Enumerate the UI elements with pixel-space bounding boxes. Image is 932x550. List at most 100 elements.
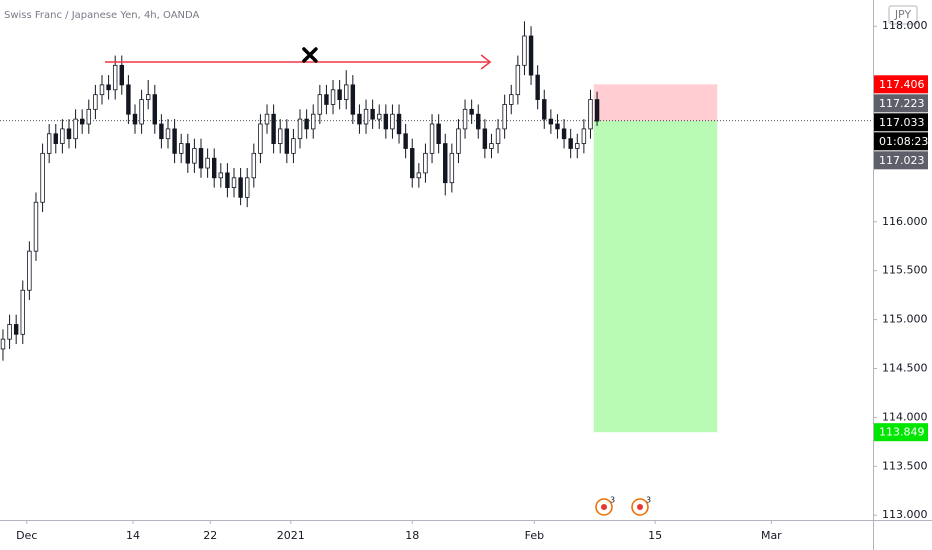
candle-body: [192, 148, 197, 164]
candle-body: [244, 177, 250, 198]
candle-body: [416, 172, 422, 179]
candle-body: [40, 152, 45, 203]
event-badge-dot: [601, 504, 607, 510]
candle-body: [390, 113, 395, 130]
candle-body: [73, 118, 78, 140]
candle-body: [396, 113, 402, 135]
candle-body: [271, 113, 276, 144]
candle-body: [13, 324, 19, 335]
countdown-box: [874, 132, 928, 151]
y-tick-label: 116.000: [882, 215, 928, 228]
candle-body: [126, 84, 131, 115]
candle-body: [317, 94, 323, 115]
candle-body: [383, 113, 389, 130]
candle-body: [502, 104, 507, 130]
candle-body: [0, 338, 6, 350]
candle-body: [535, 74, 540, 100]
candle-body: [377, 113, 382, 120]
candle-body: [469, 108, 474, 115]
event-badge-count: 3: [646, 496, 651, 505]
candle-body: [251, 152, 257, 179]
price-tag-label: 113.849: [879, 426, 925, 439]
candle-body: [159, 123, 164, 140]
candle-body: [443, 143, 448, 184]
candle-body: [205, 157, 210, 169]
y-tick-label: 113.500: [882, 459, 928, 472]
x-tick-label: 2021: [277, 529, 305, 542]
candle-body: [330, 89, 336, 105]
candle-body: [403, 133, 408, 149]
stop-zone: [593, 84, 718, 121]
currency-box[interactable]: [888, 5, 918, 25]
x-tick-label: 14: [126, 529, 140, 542]
event-badge-dot: [637, 504, 643, 510]
candle-body: [53, 133, 58, 144]
candle-body: [548, 118, 554, 125]
candle-body: [93, 94, 98, 110]
candle-body: [297, 118, 303, 140]
candle-body: [106, 84, 111, 91]
x-tick-label: Feb: [525, 529, 544, 542]
candle-body: [66, 128, 72, 140]
candle-body: [304, 118, 309, 130]
candle-body: [509, 94, 514, 105]
candle-body: [462, 108, 468, 130]
candle-body: [165, 128, 171, 140]
candle-body: [284, 128, 290, 154]
price-tag: [874, 75, 928, 94]
y-tick-label: 114.500: [882, 362, 928, 375]
candle-body: [410, 148, 415, 179]
candle-body: [522, 35, 527, 66]
candle-body: [561, 128, 567, 140]
candle-body: [344, 84, 349, 100]
candle-body: [324, 94, 329, 105]
candle-body: [350, 84, 356, 115]
y-tick-label: 115.000: [882, 313, 928, 326]
candle-body: [86, 108, 92, 125]
candle-body: [112, 64, 118, 91]
cross-marker: [302, 47, 318, 63]
candle-body: [291, 138, 296, 154]
chart-title: Swiss Franc / Japanese Yen, 4h, OANDA: [4, 10, 200, 21]
candle-body: [99, 84, 105, 96]
y-tick-label: 118.000: [882, 19, 928, 32]
candle-body: [79, 118, 85, 125]
candle-body: [575, 143, 580, 149]
candle-body: [515, 64, 521, 96]
arrow-head: [480, 54, 492, 70]
x-tick-label: Dec: [16, 529, 37, 542]
candle-body: [172, 128, 177, 154]
y-tick-label: 113.000: [882, 508, 928, 521]
y-tick-label: 115.500: [882, 264, 928, 277]
candle-body: [198, 148, 204, 169]
price-tag-label: 117.223: [879, 97, 925, 110]
candle-body: [139, 99, 144, 125]
candle-body: [482, 128, 488, 149]
x-tick-label: 22: [203, 529, 217, 542]
x-tick-label: Mar: [761, 529, 782, 542]
candle-body: [218, 172, 224, 179]
price-tag: [874, 151, 928, 170]
candle-body: [20, 289, 25, 335]
price-tag: [874, 423, 928, 442]
candle-body: [132, 113, 138, 125]
candle-body: [264, 113, 270, 125]
x-tick-label: 18: [405, 529, 419, 542]
candle-body: [588, 99, 593, 130]
cross-stroke: [302, 47, 318, 63]
event-badge-count: 3: [610, 496, 615, 505]
candle-body: [258, 123, 263, 154]
candle-body: [495, 128, 501, 144]
candle-body: [178, 143, 184, 154]
candle-body: [211, 157, 217, 179]
candle-body: [476, 113, 481, 130]
candle-body: [27, 250, 32, 291]
candle-body: [489, 143, 494, 149]
candle-body: [231, 177, 237, 188]
currency-label[interactable]: JPY: [894, 8, 912, 21]
candle-body: [581, 128, 587, 144]
candle-body: [337, 89, 342, 100]
price-tag-label: 117.023: [879, 154, 925, 167]
candle-body: [370, 108, 375, 120]
